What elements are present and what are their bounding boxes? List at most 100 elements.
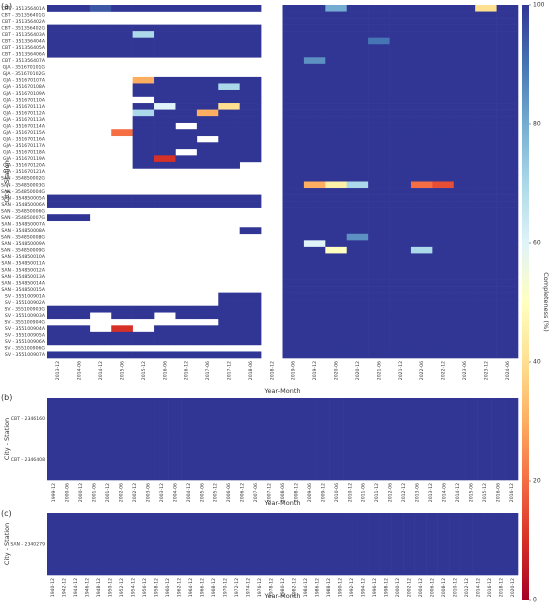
heatmap-cell [282,194,305,202]
heatmap-cell [325,279,348,287]
heatmap-cell [389,18,412,25]
row-label: GJA - 351670119A [3,156,46,162]
heatmap-cell [239,50,262,58]
heatmap-cell [491,439,505,481]
heatmap-cell [218,109,240,117]
heatmap-cell [161,513,174,576]
heatmap-cell [496,188,519,195]
heatmap-cell [239,155,262,163]
x-tick-label: 1942-12 [62,578,68,597]
heatmap-cell [282,116,305,123]
row-label: SV - 355100906A [5,339,46,345]
heatmap-cell [195,398,209,440]
heatmap-cell [239,89,262,97]
heatmap-cell [111,37,133,45]
row-label: SAN - 354850013A [1,274,45,280]
heatmap-cell [432,122,455,130]
heatmap-cell [475,286,497,293]
heatmap-cell [89,201,112,208]
heatmap-cell [346,135,369,143]
heatmap-cell [389,96,412,104]
heatmap-cell [368,70,390,78]
heatmap-cell [368,174,390,182]
heatmap-cell [218,299,240,307]
row-label: GJA - 351670111A [3,104,46,110]
heatmap-cell [218,318,240,326]
row-label: SAN - 354850009G [1,248,45,254]
heatmap-cell [453,37,476,45]
heatmap-cell [196,96,219,104]
row-label: SV - 355100902A [5,300,46,306]
heatmap-cell [389,174,412,182]
heatmap-cell [127,513,140,576]
x-tick-label: 1962-12 [177,578,183,597]
heatmap-cell [496,168,519,176]
heatmap-cell [410,318,433,326]
heatmap-cell [389,246,412,254]
heatmap-cell [81,513,94,576]
row-label: SV - 355100903A [5,313,46,319]
heatmap-cell [453,233,476,241]
heatmap-cell [303,31,326,38]
x-tick-label: 2022-06 [419,361,425,380]
heatmap-cell [325,194,348,202]
heatmap-cell [453,96,476,104]
heatmap-cell [389,292,412,300]
heatmap-cell [449,513,461,576]
x-tick-label: 2012-12 [401,483,407,502]
heatmap-cell [68,351,91,359]
heatmap-cell [218,96,240,104]
heatmap-cell [453,181,476,189]
heatmap-cell [410,174,433,182]
heatmap-cell [496,233,519,241]
heatmap-cell [450,398,465,440]
x-tick-label: 2008-12 [441,578,447,597]
heatmap-cell [410,214,433,222]
heatmap-cell [410,50,433,58]
heatmap-cell [303,286,326,293]
heatmap-cell [196,148,219,156]
x-tick-label: 2001-06 [92,483,98,502]
heatmap-cell [47,338,69,346]
heatmap-cell [175,155,198,163]
heatmap-cell [325,44,348,52]
heatmap-cell [239,312,262,320]
x-tick-label: 1946-12 [85,578,91,597]
heatmap-cell [496,116,519,123]
heatmap-cell [496,240,519,248]
heatmap-cell [346,5,369,12]
heatmap-cell [496,253,519,261]
heatmap-cell [368,109,390,117]
heatmap-cell [239,292,262,300]
heatmap-cell [432,246,455,254]
heatmap-cell [368,116,390,123]
heatmap-cell [239,83,262,91]
heatmap-cell [218,44,240,52]
heatmap-cell [410,168,433,176]
heatmap-cell [453,286,476,293]
heatmap-cell [346,227,369,235]
heatmap-cell [303,331,326,339]
heatmap-cell [496,279,519,287]
heatmap-cell [325,351,348,359]
heatmap-cell [235,439,250,481]
x-tick-label: 1952-12 [119,578,125,597]
heatmap-cell [325,240,348,248]
row-label: GJA - 351670113A [3,117,46,123]
heatmap-cell [154,37,176,45]
row-label: CBT - 351356404A [2,38,46,44]
heatmap-cell [453,299,476,307]
row-label: GJA - 351670102G [3,71,46,77]
heatmap-cell [389,5,412,12]
heatmap-cell [132,155,155,163]
heatmap-cell [496,18,519,25]
heatmap-cell [389,181,412,189]
heatmap-cell [132,44,155,52]
heatmap-cell [68,214,91,222]
x-tick-label: 1984-12 [303,578,309,597]
heatmap-cell [47,50,69,58]
heatmap-cell [150,513,163,576]
heatmap-cell [282,227,305,235]
heatmap-cell [346,214,369,222]
heatmap-cell [325,168,348,176]
